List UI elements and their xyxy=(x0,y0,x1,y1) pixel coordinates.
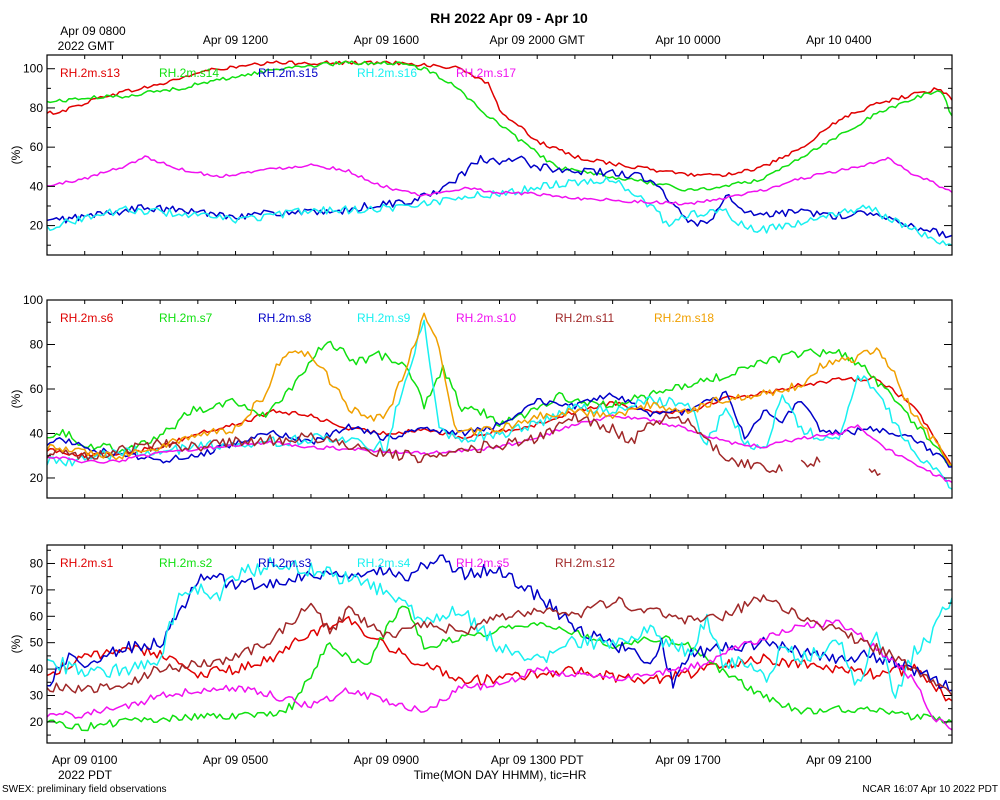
series-line-RH.2m.s18 xyxy=(47,312,952,466)
bottom-axis-label: Apr 09 1700 xyxy=(655,753,721,767)
y-tick-label: 40 xyxy=(30,179,44,193)
y-tick-label: 80 xyxy=(30,556,44,570)
series-line-RH.2m.s5 xyxy=(47,619,952,731)
series-group xyxy=(47,554,952,732)
y-tick-label: 70 xyxy=(30,583,44,597)
y-tick-label: 20 xyxy=(30,715,44,729)
legend-entry-RH.2m.s18: RH.2m.s18 xyxy=(654,311,714,325)
y-tick-label: 80 xyxy=(30,337,44,351)
panel-2: 20 40 60 80 100 (%) RH.2m.s6 RH.2m.s7 RH.2m.s8 RH… xyxy=(9,293,953,499)
top-axis-label: Apr 10 0000 xyxy=(655,33,721,47)
legend-entry-RH.2m.s17: RH.2m.s17 xyxy=(456,66,516,80)
legend-entry-RH.2m.s2: RH.2m.s2 xyxy=(159,556,213,570)
legend-entry-RH.2m.s7: RH.2m.s7 xyxy=(159,311,213,325)
legend-entry-RH.2m.s3: RH.2m.s3 xyxy=(258,556,312,570)
y-tick-label: 20 xyxy=(30,219,44,233)
x-axis-title: Time(MON DAY HHMM), tic=HR xyxy=(414,768,587,782)
chart-title: RH 2022 Apr 09 - Apr 10 xyxy=(430,10,588,26)
bottom-axis-label: Apr 09 0900 xyxy=(354,753,420,767)
plot-frame xyxy=(46,299,953,499)
bottom-axis-labels: Apr 09 0100 Apr 09 0500 Apr 09 0900 Apr 09 … xyxy=(52,753,872,767)
series-line-RH.2m.s7 xyxy=(47,340,952,466)
series-line-RH.2m.s15 xyxy=(47,154,952,239)
series-line-RH.2m.s11 xyxy=(47,411,881,476)
series-line-RH.2m.s16 xyxy=(47,176,952,246)
top-axis-first-label-line2: 2022 GMT xyxy=(58,39,115,53)
y-tick-label: 50 xyxy=(30,636,44,650)
footer-left: SWEX: preliminary field observations xyxy=(2,784,167,795)
panels: 20 40 60 80 100 (%) RH.2m.s13 RH.2m.s14 RH.2m.s1… xyxy=(9,54,953,744)
legend-entry-RH.2m.s8: RH.2m.s8 xyxy=(258,311,312,325)
series-line-RH.2m.s17 xyxy=(47,155,952,206)
legend-entry-RH.2m.s13: RH.2m.s13 xyxy=(60,66,120,80)
series-line-RH.2m.s14 xyxy=(47,60,952,192)
bottom-axis-label: Apr 09 1300 PDT xyxy=(491,753,584,767)
series-line-RH.2m.s8 xyxy=(47,390,952,468)
bottom-axis-year-label: 2022 PDT xyxy=(58,768,113,782)
y-tick-label: 100 xyxy=(23,62,43,76)
y-tick-label: 100 xyxy=(23,293,43,307)
legend-entry-RH.2m.s14: RH.2m.s14 xyxy=(159,66,219,80)
legend-entry-RH.2m.s1: RH.2m.s1 xyxy=(60,556,114,570)
bottom-axis-label: Apr 09 2100 xyxy=(806,753,872,767)
series-line-RH.2m.s1 xyxy=(47,615,952,702)
top-axis-label: Apr 09 1200 xyxy=(203,33,269,47)
legend-entry-RH.2m.s15: RH.2m.s15 xyxy=(258,66,318,80)
panel-3: 20 30 40 50 60 70 80 (%) RH.2m.s1 RH.2m.s2 RH.2m.s… xyxy=(9,544,953,744)
series-line-RH.2m.s3 xyxy=(47,554,952,692)
y-tick-label: 80 xyxy=(30,101,44,115)
y-tick-label: 60 xyxy=(30,140,44,154)
bottom-axis-label: Apr 09 0500 xyxy=(203,753,269,767)
legend-entry-RH.2m.s11: RH.2m.s11 xyxy=(555,311,614,325)
series-line-RH.2m.s4 xyxy=(47,556,952,699)
top-axis-first-label-line1: Apr 09 0800 xyxy=(60,24,126,38)
series-line-RH.2m.s2 xyxy=(47,605,952,732)
y-axis-label: (%) xyxy=(9,635,23,654)
top-axis-label: Apr 09 1600 xyxy=(354,33,420,47)
top-axis-labels: Apr 09 1200 Apr 09 1600 Apr 09 2000 GMT Apr… xyxy=(203,33,872,47)
series-line-RH.2m.s9 xyxy=(47,319,952,490)
y-tick-label: 20 xyxy=(30,471,44,485)
series-line-RH.2m.s12 xyxy=(47,594,952,696)
legend-entry-RH.2m.s5: RH.2m.s5 xyxy=(456,556,510,570)
legend-entry-RH.2m.s9: RH.2m.s9 xyxy=(357,311,411,325)
legend-entry-RH.2m.s10: RH.2m.s10 xyxy=(456,311,516,325)
top-axis-label: Apr 10 0400 xyxy=(806,33,872,47)
y-tick-label: 30 xyxy=(30,688,44,702)
legend-entry-RH.2m.s6: RH.2m.s6 xyxy=(60,311,114,325)
series-group xyxy=(47,60,952,246)
series-line-RH.2m.s13 xyxy=(47,60,952,178)
panel-1: 20 40 60 80 100 (%) RH.2m.s13 RH.2m.s14 RH.2m.s1… xyxy=(9,54,953,256)
legend-entry-RH.2m.s12: RH.2m.s12 xyxy=(555,556,615,570)
legend-entry-RH.2m.s16: RH.2m.s16 xyxy=(357,66,417,80)
footer-right: NCAR 16:07 Apr 10 2022 PDT xyxy=(862,784,998,795)
y-tick-label: 60 xyxy=(30,609,44,623)
legend-entry-RH.2m.s4: RH.2m.s4 xyxy=(357,556,411,570)
y-axis-label: (%) xyxy=(9,146,23,165)
bottom-axis-label: Apr 09 0100 xyxy=(52,753,118,767)
y-tick-label: 60 xyxy=(30,382,44,396)
series-group xyxy=(47,312,952,490)
y-tick-label: 40 xyxy=(30,662,44,676)
y-tick-label: 40 xyxy=(30,426,44,440)
y-axis-label: (%) xyxy=(9,390,23,409)
top-axis-label: Apr 09 2000 GMT xyxy=(490,33,586,47)
plot-frame xyxy=(46,54,953,256)
